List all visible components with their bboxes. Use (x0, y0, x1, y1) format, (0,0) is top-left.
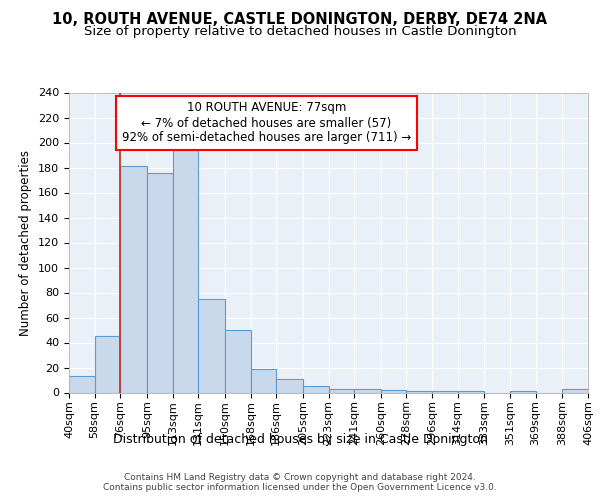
Y-axis label: Number of detached properties: Number of detached properties (19, 150, 32, 336)
Bar (251, 369, 276, 392)
Bar (510, 391, 536, 392)
Bar (120, 166, 147, 392)
Bar (303, 386, 329, 392)
Text: 10, ROUTH AVENUE, CASTLE DONINGTON, DERBY, DE74 2NA: 10, ROUTH AVENUE, CASTLE DONINGTON, DERB… (52, 12, 548, 28)
Bar (354, 389, 381, 392)
Text: Distribution of detached houses by size in Castle Donington: Distribution of detached houses by size … (113, 432, 487, 446)
Bar (432, 391, 458, 392)
Bar (458, 391, 484, 392)
Bar (173, 149, 198, 392)
Bar (198, 298, 225, 392)
Text: Contains HM Land Registry data © Crown copyright and database right 2024.
Contai: Contains HM Land Registry data © Crown c… (103, 472, 497, 492)
Bar (381, 390, 406, 392)
Bar (225, 330, 251, 392)
Bar (276, 379, 303, 392)
Bar (562, 389, 588, 392)
Bar (147, 172, 173, 392)
Bar (329, 389, 354, 392)
Bar (95, 336, 120, 392)
Bar (406, 391, 432, 392)
Bar (69, 376, 95, 392)
Text: Size of property relative to detached houses in Castle Donington: Size of property relative to detached ho… (83, 25, 517, 38)
Text: 10 ROUTH AVENUE: 77sqm
← 7% of detached houses are smaller (57)
92% of semi-deta: 10 ROUTH AVENUE: 77sqm ← 7% of detached … (122, 102, 411, 144)
